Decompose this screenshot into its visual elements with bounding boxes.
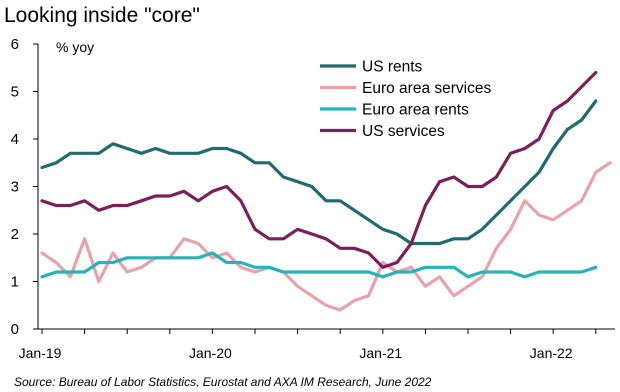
series-line-euro-area-rents [40, 251, 598, 279]
x-tick-label: Jan-21 [359, 345, 402, 361]
series-line-euro-area-services [40, 161, 612, 312]
legend-label: Euro area rents [362, 102, 469, 119]
y-tick-label: 5 [11, 84, 19, 101]
chart-title: Looking inside "core" [4, 4, 200, 27]
legend-label: US services [362, 123, 445, 140]
y-tick-label: 4 [11, 131, 19, 148]
series-line-us-services [40, 70, 598, 269]
series-lines [40, 70, 612, 312]
y-axis-label: % yoy [56, 39, 94, 55]
source-note: Source: Bureau of Labor Statistics, Euro… [14, 375, 432, 389]
x-tick-label: Jan-19 [19, 345, 62, 361]
x-tick-label: Jan-20 [189, 345, 232, 361]
legend-label: US rents [362, 59, 423, 76]
series-line-us-rents [40, 99, 598, 246]
y-tick-label: 2 [11, 226, 19, 243]
y-tick-label: 6 [11, 36, 19, 53]
legend: US rents Euro area services Euro area rent… [320, 59, 491, 140]
x-tick-label: Jan-22 [530, 345, 573, 361]
legend-label: Euro area services [362, 80, 491, 97]
y-tick-label: 0 [11, 321, 19, 338]
y-tick-label: 1 [11, 274, 19, 291]
y-tick-label: 3 [11, 179, 19, 196]
axes: 0 1 2 3 4 5 6 Jan-19 Jan-20 Jan-21 Jan-22 [11, 36, 615, 361]
